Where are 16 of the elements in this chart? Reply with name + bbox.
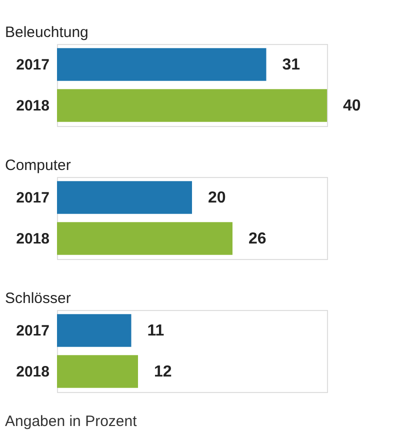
y-tick-label: 2018: [16, 364, 50, 380]
chart-title: Beleuchtung: [5, 24, 88, 41]
data-label: 31: [282, 56, 300, 74]
y-tick-label: 2017: [16, 56, 50, 74]
y-tick-label: 2017: [16, 322, 50, 340]
y-tick-label: 2018: [16, 230, 50, 248]
text: Angaben in Prozent: [5, 413, 138, 430]
y-tick-label: 2017: [16, 190, 50, 206]
data-label: 11: [147, 322, 164, 340]
data-label: 20: [208, 190, 226, 206]
data-label: 40: [343, 98, 361, 114]
y-tick-label: 2018: [16, 98, 50, 114]
chart-title: Computer: [5, 157, 71, 174]
data-label: 26: [248, 230, 266, 248]
data-label: 12: [154, 364, 172, 380]
chart-title: Schlösser: [5, 290, 71, 307]
